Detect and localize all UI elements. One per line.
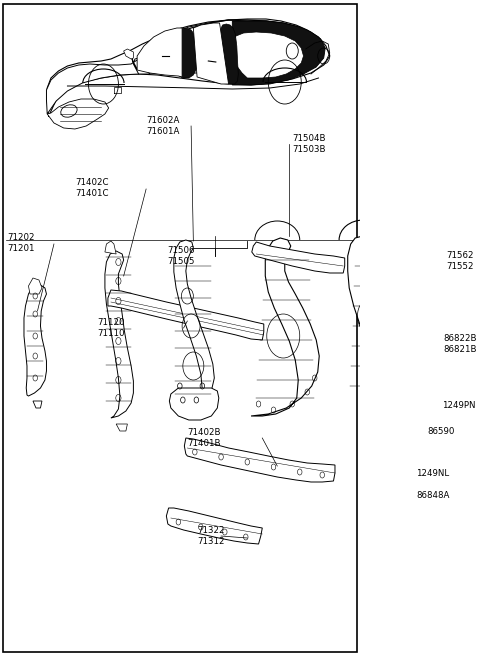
Text: 1249NL: 1249NL: [416, 468, 449, 478]
Polygon shape: [33, 401, 42, 408]
Text: 71322
71312: 71322 71312: [198, 526, 225, 546]
Polygon shape: [124, 49, 133, 59]
Polygon shape: [105, 241, 116, 254]
Polygon shape: [108, 290, 264, 340]
Text: 86848A: 86848A: [416, 491, 449, 501]
Text: 71602A
71601A: 71602A 71601A: [147, 116, 180, 136]
Text: 71504B
71503B: 71504B 71503B: [292, 134, 326, 154]
Polygon shape: [396, 488, 412, 503]
Polygon shape: [167, 508, 262, 544]
Polygon shape: [47, 59, 150, 114]
Polygon shape: [177, 28, 196, 78]
Polygon shape: [47, 99, 108, 129]
Polygon shape: [232, 21, 325, 85]
Polygon shape: [133, 20, 324, 74]
Polygon shape: [348, 236, 409, 398]
Text: 71562
71552: 71562 71552: [446, 251, 473, 271]
FancyBboxPatch shape: [411, 442, 420, 452]
Text: 1249PN: 1249PN: [442, 401, 476, 411]
Polygon shape: [28, 278, 42, 294]
Polygon shape: [219, 24, 238, 84]
Polygon shape: [137, 28, 182, 77]
Polygon shape: [252, 242, 345, 273]
Text: 86822B
86821B: 86822B 86821B: [444, 335, 477, 354]
Polygon shape: [116, 424, 127, 431]
Polygon shape: [169, 388, 219, 420]
Text: 86590: 86590: [427, 426, 455, 436]
Text: 71402B
71401B: 71402B 71401B: [187, 428, 221, 447]
Polygon shape: [105, 251, 133, 418]
Polygon shape: [174, 240, 215, 408]
Polygon shape: [193, 23, 228, 84]
Polygon shape: [184, 438, 335, 482]
Text: 71120
71110: 71120 71110: [97, 318, 125, 338]
Text: 71402C
71401C: 71402C 71401C: [75, 178, 108, 197]
Polygon shape: [406, 320, 434, 360]
Polygon shape: [24, 284, 47, 396]
Polygon shape: [251, 238, 319, 416]
Text: 71506
71505: 71506 71505: [168, 246, 195, 266]
Text: 71202
71201: 71202 71201: [8, 234, 35, 253]
Polygon shape: [233, 32, 303, 78]
